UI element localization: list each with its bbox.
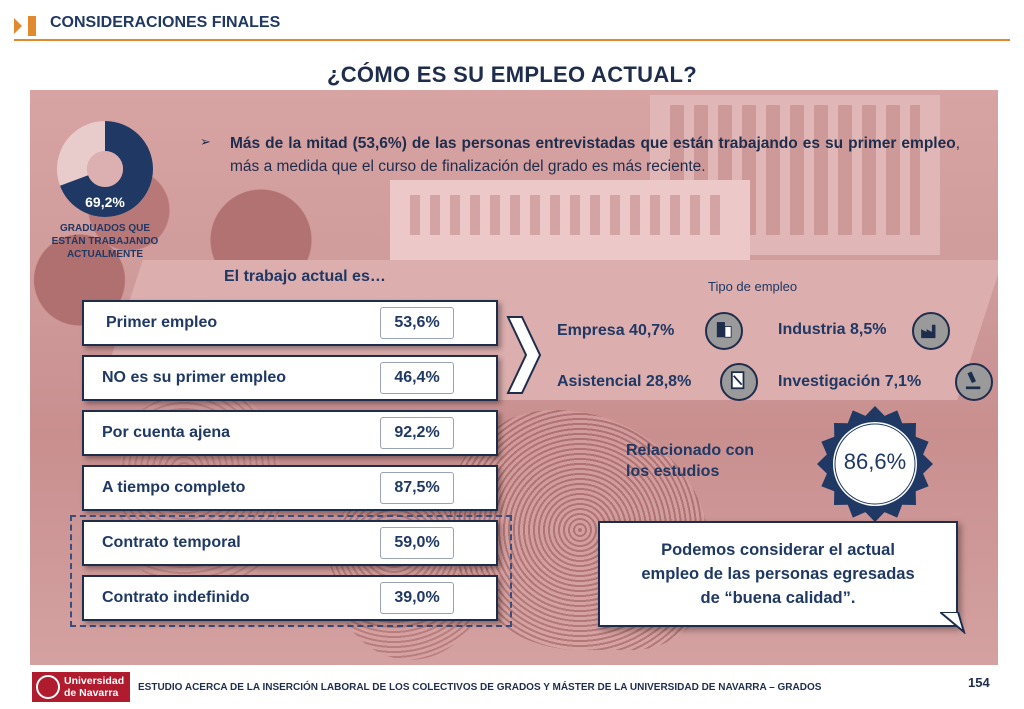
page-title: ¿CÓMO ES SU EMPLEO ACTUAL? <box>327 62 697 87</box>
stat-value: 39,0% <box>380 582 454 614</box>
quality-seal-badge <box>817 406 933 522</box>
tipo-empleo-heading: Tipo de empleo <box>708 279 798 294</box>
university-logo: Universidad de Navarra <box>32 672 130 702</box>
investigacion-label: Investigación 7,1% <box>778 373 922 390</box>
office-building-icon <box>705 312 743 350</box>
stat-row-contrato-indefinido: Contrato indefinido 39,0% <box>82 575 498 621</box>
stat-row-contrato-temporal: Contrato temporal 59,0% <box>82 520 498 566</box>
stat-row-primer-empleo: Primer empleo 53,6% <box>82 300 498 346</box>
industria-label: Industria 8,5% <box>778 321 887 338</box>
microscope-icon <box>955 363 993 401</box>
university-seal-icon <box>36 675 60 699</box>
trabajo-heading: El trabajo actual es… <box>224 268 386 285</box>
donut-value: 69,2% <box>85 194 125 210</box>
stat-row-no-primer-empleo: NO es su primer empleo 46,4% <box>82 355 498 401</box>
footer-text: ESTUDIO ACERCA DE LA INSERCIÓN LABORAL D… <box>138 682 822 693</box>
stat-label: NO es su primer empleo <box>102 369 287 386</box>
bullet-arrow-icon: ➢ <box>200 134 211 149</box>
empresa-label: Empresa 40,7% <box>557 322 675 339</box>
donut-caption: GRADUADOS QUE ESTÁN TRABAJANDO ACTUALMEN… <box>51 223 159 260</box>
callout-tail <box>940 612 966 634</box>
header-rule <box>14 39 1010 41</box>
relacionado-label: Relacionado con los estudios <box>626 442 755 480</box>
clipboard-icon <box>720 363 758 401</box>
relacionado-value: 86,6% <box>843 449 907 474</box>
stat-row-tiempo-completo: A tiempo completo 87,5% <box>82 465 498 511</box>
page-number: 154 <box>968 675 990 690</box>
stat-label: A tiempo completo <box>102 479 246 496</box>
contract-group-frame <box>70 515 512 627</box>
section-marker-icon <box>14 16 36 36</box>
header-bar: CONSIDERACIONES FINALES <box>14 8 1010 42</box>
working-graduates-donut <box>57 121 153 217</box>
stat-value: 87,5% <box>380 472 454 504</box>
conclusion-callout: Podemos considerar el actual empleo de l… <box>598 521 958 627</box>
stat-value: 46,4% <box>380 362 454 394</box>
summary-bullet: ➢ Más de la mitad (53,6%) de las persona… <box>200 134 960 176</box>
stat-value: 53,6% <box>380 307 454 339</box>
factory-icon <box>912 312 950 350</box>
stat-label: Contrato temporal <box>102 534 241 551</box>
chevron-right-icon <box>506 316 542 394</box>
stat-value: 92,2% <box>380 417 454 449</box>
section-title: CONSIDERACIONES FINALES <box>50 14 281 31</box>
stat-label: Contrato indefinido <box>102 589 250 606</box>
stat-value: 59,0% <box>380 527 454 559</box>
stat-row-cuenta-ajena: Por cuenta ajena 92,2% <box>82 410 498 456</box>
stat-label: Primer empleo <box>106 314 218 331</box>
asistencial-label: Asistencial 28,8% <box>557 373 692 390</box>
stat-label: Por cuenta ajena <box>102 424 231 441</box>
